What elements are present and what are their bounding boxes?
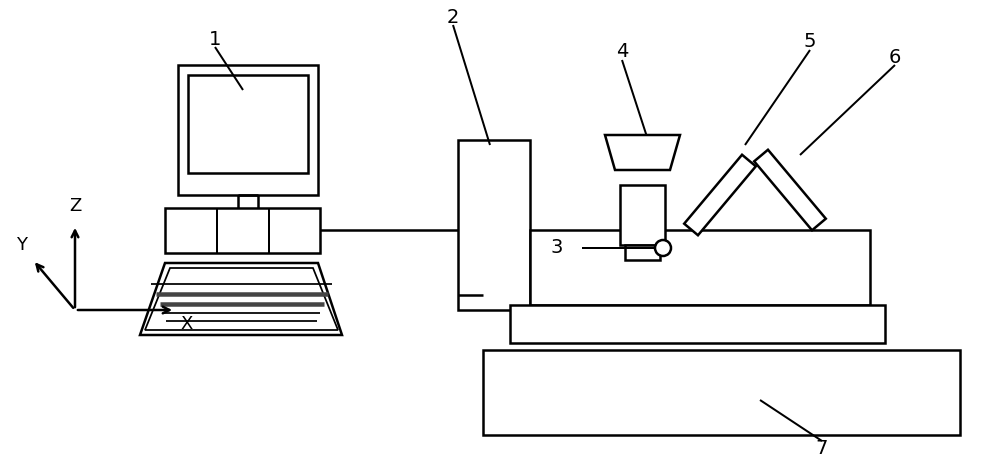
- Polygon shape: [684, 155, 756, 235]
- Bar: [625, 245, 660, 260]
- Text: 7: 7: [816, 438, 828, 457]
- Bar: [620, 185, 665, 245]
- Bar: [483, 350, 960, 435]
- Text: Z: Z: [69, 197, 81, 215]
- Text: 1: 1: [209, 30, 221, 50]
- Text: 2: 2: [447, 9, 459, 27]
- Polygon shape: [605, 135, 680, 170]
- Bar: [165, 208, 320, 253]
- Polygon shape: [754, 150, 826, 230]
- Polygon shape: [145, 268, 338, 330]
- Text: 4: 4: [616, 43, 628, 61]
- Circle shape: [655, 240, 671, 256]
- Text: 5: 5: [804, 33, 816, 52]
- Bar: [178, 65, 318, 195]
- Text: X: X: [180, 315, 192, 333]
- Text: 3: 3: [551, 238, 563, 257]
- Polygon shape: [140, 263, 342, 335]
- Bar: [510, 305, 885, 343]
- Bar: [188, 75, 308, 173]
- Text: Y: Y: [16, 236, 27, 254]
- Text: 6: 6: [889, 49, 901, 68]
- Bar: [530, 230, 870, 305]
- Bar: [458, 140, 530, 310]
